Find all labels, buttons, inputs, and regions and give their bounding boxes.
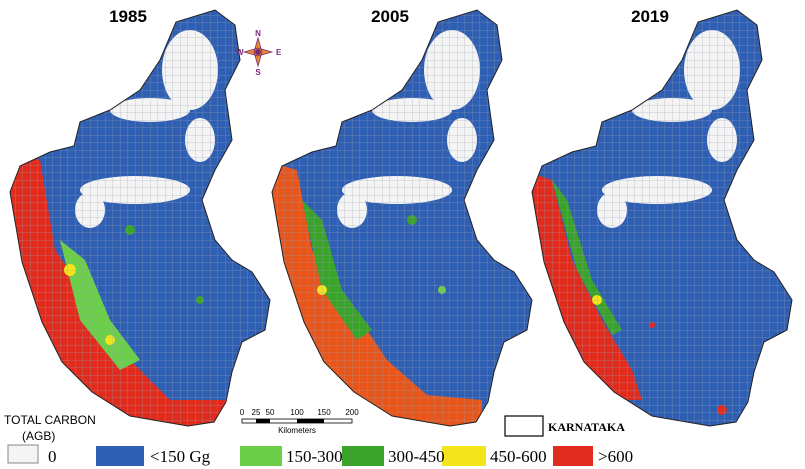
year-label: 2005 [371,7,409,26]
legend-swatch [240,446,282,466]
legend-boundary: KARNATAKA [548,420,625,434]
compass-north: N [255,29,261,38]
map-2005 [271,9,533,427]
legend-swatch [96,446,144,466]
compass: N S E W [236,29,282,77]
scale-tick-label: 25 [252,408,261,417]
year-label: 1985 [109,7,147,26]
scale-tick-label: 0 [240,408,245,417]
legend-swatch [504,415,544,437]
legend-swatch [342,446,384,466]
compass-west: W [236,48,244,57]
scale-unit: Kilometers [278,426,316,435]
legend-label: 150-300 [286,447,343,466]
legend-swatch [553,446,593,466]
legend-label: >600 [598,447,633,466]
legend-label: 300-450 [388,447,445,466]
legend-swatch [7,444,39,464]
map-2019 [531,9,793,427]
legend-label: <150 Gg [150,447,211,466]
legend: TOTAL CARBON (AGB) 0 <150 Gg 150-300 300… [4,413,633,466]
legend-title: TOTAL CARBON [4,413,96,427]
compass-east: E [276,48,282,57]
legend-swatch [442,446,486,466]
map-1985 [9,9,271,427]
scale-bar: Kilometers 0 25 50 100 150 200 [240,408,359,435]
year-label: 2019 [631,7,669,26]
scale-tick-label: 200 [345,408,359,417]
scale-tick-label: 150 [317,408,331,417]
legend-title: (AGB) [22,429,55,443]
compass-south: S [255,68,261,77]
scale-tick-label: 100 [290,408,304,417]
legend-label: 450-600 [490,447,547,466]
scale-tick-label: 50 [266,408,275,417]
legend-label: 0 [48,447,57,466]
